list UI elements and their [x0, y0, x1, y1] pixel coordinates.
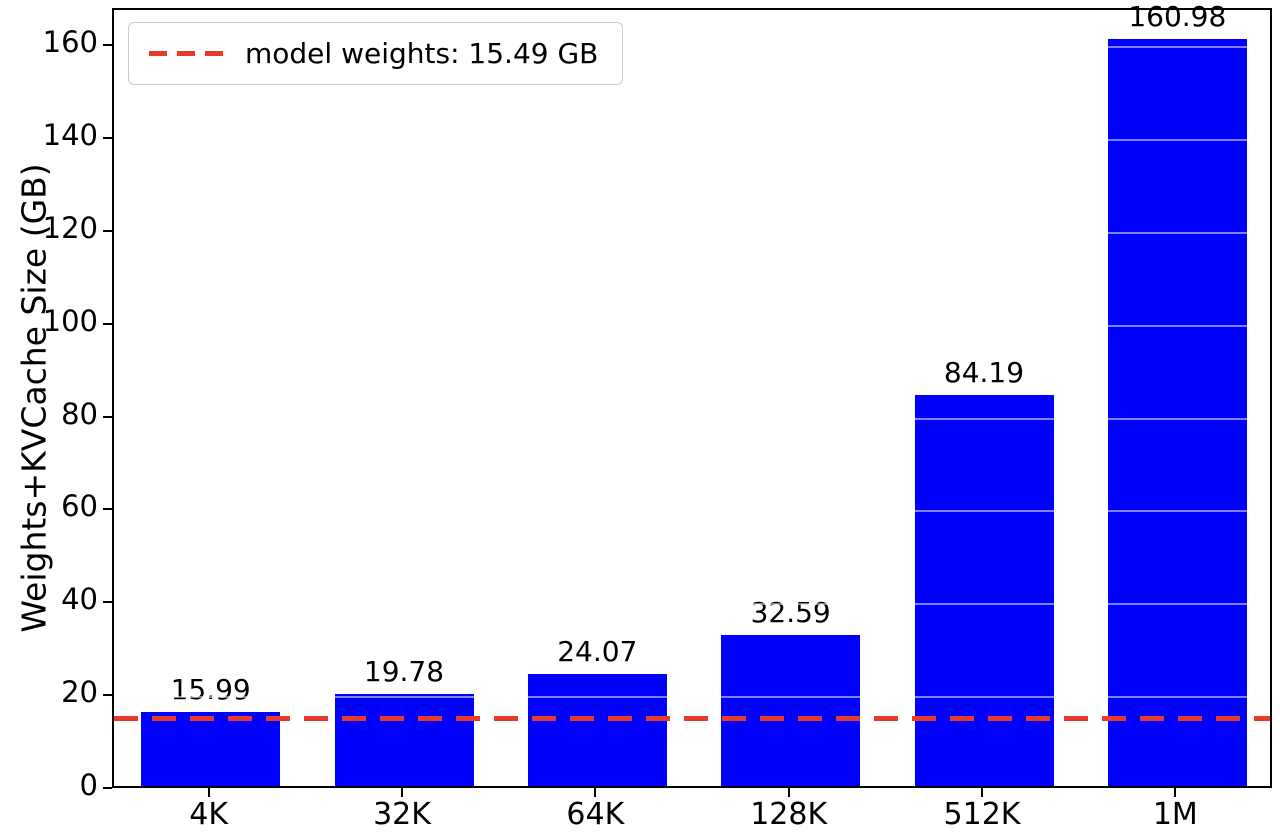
y-tick-label: 80	[61, 396, 98, 431]
bar-value-label: 160.98	[1128, 0, 1227, 33]
x-tick-mark	[207, 788, 210, 797]
legend-dash-icon	[149, 51, 223, 56]
x-tick-label-4K: 4K	[189, 797, 229, 832]
x-tick-label-512K: 512K	[943, 797, 1021, 832]
bar-1M	[1107, 38, 1247, 786]
legend: model weights: 15.49 GB	[128, 22, 624, 85]
y-tick-label: 60	[61, 489, 98, 524]
y-tick-label: 120	[42, 210, 98, 245]
bar-value-label: 32.59	[750, 595, 831, 629]
bars-layer: 15.99 19.78 24.07 32.59 84.19 160.98	[114, 1, 1270, 786]
x-tick-label-128K: 128K	[750, 797, 828, 832]
y-tick-mark	[103, 229, 112, 232]
bar-value-label: 24.07	[557, 635, 638, 669]
bar-512K	[914, 395, 1054, 786]
y-tick-label: 140	[42, 118, 98, 152]
x-tick-label-1M: 1M	[1152, 797, 1198, 832]
model-weights-reference-line	[114, 715, 1270, 721]
legend-label: model weights: 15.49 GB	[245, 37, 599, 70]
y-tick-mark	[103, 44, 112, 47]
bar-4K	[141, 711, 281, 786]
bar-value-label: 19.78	[363, 655, 445, 689]
y-tick-mark	[103, 137, 112, 139]
y-tick-label: 160	[42, 25, 98, 60]
y-tick-label: 0	[79, 768, 98, 802]
x-tick-mark	[1174, 788, 1177, 797]
bar-128K	[721, 634, 861, 786]
x-tick-mark	[401, 788, 403, 797]
y-tick-mark	[103, 694, 112, 697]
y-tick-mark	[103, 787, 112, 789]
y-tick-mark	[103, 601, 112, 604]
x-tick-label-64K: 64K	[566, 797, 625, 832]
y-tick-mark	[103, 508, 112, 511]
x-tick-mark	[981, 788, 983, 797]
x-tick-label-32K: 32K	[373, 797, 431, 832]
y-tick-label: 20	[61, 675, 98, 710]
y-tick-mark	[103, 415, 112, 418]
bar-value-label: 15.99	[170, 672, 251, 706]
x-tick-mark	[787, 788, 790, 797]
bar-32K	[334, 694, 474, 786]
x-tick-mark	[594, 788, 597, 797]
y-tick-label: 40	[61, 582, 98, 617]
bar-64K	[527, 674, 667, 786]
y-tick-mark	[103, 322, 112, 325]
plot-area: 15.99 19.78 24.07 32.59 84.19 160.98 model we…	[112, 1, 1272, 788]
y-tick-label: 100	[42, 303, 98, 338]
bar-value-label: 84.19	[943, 356, 1025, 390]
